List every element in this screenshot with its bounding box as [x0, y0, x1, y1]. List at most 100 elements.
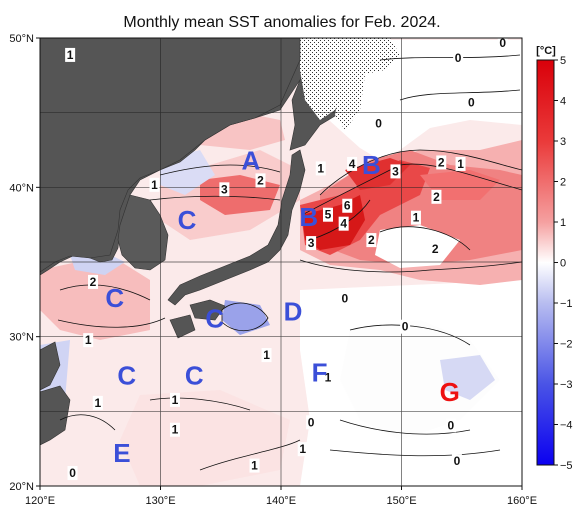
contour-label-bg [455, 156, 466, 171]
contour-label: 0 [455, 51, 462, 65]
colorbar-tick-label: 3 [560, 136, 566, 148]
y-tick-label: 40°N [9, 182, 34, 194]
colorbar-tick-label: 2 [560, 177, 566, 189]
x-tick-label: 150°E [386, 495, 416, 507]
contour-label: 0 [69, 466, 76, 480]
contour-label-bg [65, 47, 76, 62]
contour-label-bg [261, 348, 272, 363]
contour-label: 1 [325, 370, 332, 384]
region-label: C [205, 304, 224, 334]
contour-label-bg [67, 466, 78, 481]
colorbar-tick-label: 4 [560, 96, 566, 108]
contour-label: 2 [368, 233, 375, 247]
contour-label-bg [342, 198, 353, 213]
chart-title: Monthly mean SST anomalies for Feb. 2024… [123, 14, 440, 31]
contour-label: 0 [499, 36, 506, 50]
y-tick-label: 20°N [9, 481, 34, 493]
contour-label: 1 [172, 423, 179, 437]
contour-label: 2 [90, 275, 97, 289]
contour-label: 6 [344, 199, 351, 213]
contour-label-bg [169, 422, 180, 437]
contour-label: 0 [454, 454, 461, 468]
contour-label: 1 [457, 157, 464, 171]
colorbar-tick-label: 1 [560, 217, 566, 229]
y-axis-ticks: 20°N 30°N 40°N 50°N [9, 33, 40, 493]
contour-label-bg [466, 95, 477, 110]
contour-label-bg [306, 415, 317, 430]
contour-label-bg [436, 155, 447, 170]
x-tick-label: 130°E [145, 495, 175, 507]
region-label: B [362, 150, 381, 180]
contour-label-bg [347, 156, 358, 171]
contour-label: 4 [349, 157, 356, 171]
contour-label-bg [83, 333, 94, 348]
contour-label: 1 [413, 211, 420, 225]
contour-label: 2 [257, 173, 264, 187]
x-tick-label: 160°E [507, 495, 537, 507]
contour-label-bg [306, 236, 317, 251]
region-label: E [113, 438, 130, 468]
contour-label: 1 [94, 396, 101, 410]
y-tick-label: 50°N [9, 33, 34, 45]
contour-lines [57, 54, 522, 471]
contour-label-bg [169, 392, 180, 407]
colorbar-tick-label: −5 [560, 460, 573, 472]
contour-label-bg [219, 182, 230, 197]
contour-label-bg [390, 164, 401, 179]
contour-label-bg [497, 38, 508, 50]
contour-label-bg [410, 210, 421, 225]
contour-label: 1 [299, 442, 306, 456]
region-label: F [312, 358, 328, 388]
contour-label-bg [430, 242, 441, 257]
graticule [40, 38, 522, 486]
contour-label: 2 [432, 242, 439, 256]
x-tick-label: 140°E [266, 495, 296, 507]
contour-label: 3 [392, 164, 399, 178]
contour-label-bg [322, 370, 333, 385]
contour-label: 0 [308, 415, 315, 429]
contour-label: 4 [340, 217, 347, 231]
contour-label-bg [255, 173, 266, 188]
contour-label-bg [366, 233, 377, 248]
contour-label: 5 [325, 208, 332, 222]
contour-label-bg [338, 216, 349, 231]
colorbar-unit: [°C] [536, 45, 556, 57]
contour-label: 1 [317, 161, 324, 175]
contour-label-bg [451, 454, 462, 469]
contour-label: 3 [308, 236, 315, 250]
contour-label-bg [453, 50, 464, 65]
contour-label: 1 [85, 333, 92, 347]
contour-label-bg [445, 418, 456, 433]
region-label: C [185, 360, 204, 390]
region-label: B [299, 202, 318, 232]
region-label: A [241, 145, 260, 175]
x-tick-label: 120°E [25, 495, 55, 507]
contour-label: 0 [402, 320, 409, 334]
colorbar-tick-label: −2 [560, 339, 573, 351]
region-label: G [440, 377, 460, 407]
x-axis-ticks: 120°E 130°E 140°E 150°E 160°E [25, 486, 537, 507]
contour-label-bg [431, 189, 442, 204]
contour-label-bg [297, 442, 308, 457]
contour-label: 0 [342, 291, 349, 305]
contour-label: 1 [67, 48, 74, 62]
contour-label: 3 [221, 182, 228, 196]
contour-label-bg [322, 207, 333, 222]
colorbar-tick-label: 5 [560, 55, 566, 67]
colorbar-ticks: 5 4 3 2 1 0 −1 −2 −3 −4 −5 [554, 55, 573, 472]
contour-label: 1 [172, 393, 179, 407]
contour-label-bg [88, 274, 99, 289]
colorbar-tick-label: −1 [560, 298, 573, 310]
contour-label-bg [339, 291, 350, 306]
contour-label-bg [400, 319, 411, 334]
contour-label: 0 [448, 418, 455, 432]
colorbar-tick-label: −3 [560, 379, 573, 391]
contour-label: 2 [438, 155, 445, 169]
contour-label: 1 [263, 348, 270, 362]
contour-label-bg [249, 458, 260, 473]
contour-label: 1 [151, 178, 158, 192]
contour-label-bg [149, 177, 160, 192]
